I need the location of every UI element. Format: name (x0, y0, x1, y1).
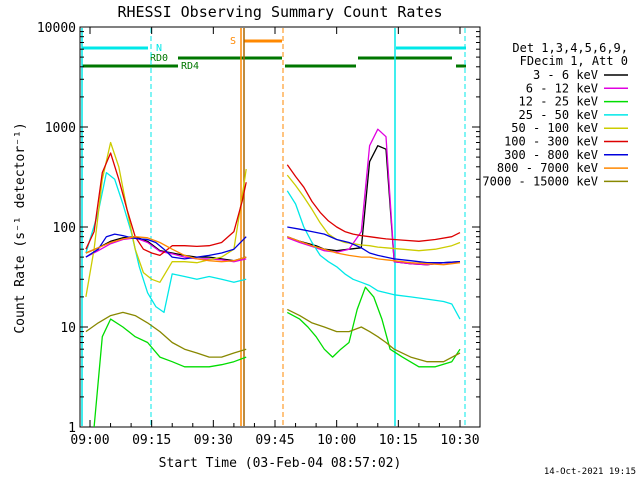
series-line-4-part-0 (85, 141, 247, 298)
series-group (85, 128, 461, 428)
y-axis-title: Count Rate (s⁻¹ detector⁻¹) (13, 122, 28, 333)
series-line-1-part-0 (85, 237, 247, 263)
y-tick-label: 1 (68, 421, 76, 436)
series-line-2-part-0 (93, 318, 247, 428)
y-tick-label: 10 (60, 321, 76, 336)
series-line-5-part-0 (85, 152, 247, 257)
flag-label-s: S (230, 36, 236, 47)
y-tick-label: 10000 (37, 21, 76, 36)
chart-title: RHESSI Observing Summary Count Rates (117, 3, 442, 21)
series-line-8-part-1 (287, 308, 461, 363)
legend: Det 1,3,4,5,6,9, FDecim 1, Att 0 3 - 6 k… (482, 41, 628, 188)
series-line-7-part-0 (85, 236, 247, 263)
series-line-2-part-1 (286, 286, 461, 368)
legend-header-line-2: FDecim 1, Att 0 (520, 54, 628, 68)
legend-label: 6 - 12 keV (526, 81, 598, 95)
x-tick-label: 10:00 (317, 433, 356, 448)
flag-label-n: N (156, 43, 162, 54)
legend-label: 7000 - 15000 keV (482, 174, 598, 188)
legend-label: 50 - 100 keV (511, 121, 598, 135)
series-line-6-part-1 (287, 226, 461, 264)
legend-header-line-1: Det 1,3,4,5,6,9, (512, 41, 628, 55)
series-line-7-part-1 (287, 236, 461, 266)
legend-label: 3 - 6 keV (533, 68, 598, 82)
series-line-3-part-1 (286, 190, 461, 320)
x-ticks: 09:00 09:15 09:30 09:45 10:00 10:15 10:30 (70, 27, 480, 448)
legend-label: 300 - 800 keV (504, 148, 598, 162)
y-ticks: 1 10 100 1000 10000 (37, 21, 480, 436)
series-line-5-part-1 (286, 164, 461, 242)
legend-label: 100 - 300 keV (504, 135, 598, 149)
x-tick-label: 09:45 (255, 433, 294, 448)
flag-label-rd4: RD4 (181, 61, 199, 72)
x-tick-label: 09:00 (70, 433, 109, 448)
footer-date: 14-Oct-2021 19:15 (544, 467, 636, 477)
series-line-8-part-0 (85, 311, 247, 358)
x-axis-title: Start Time (03-Feb-04 08:57:02) (159, 456, 402, 471)
x-tick-label: 10:30 (440, 433, 479, 448)
legend-label: 25 - 50 keV (519, 108, 598, 122)
x-tick-label: 10:15 (379, 433, 418, 448)
series-line-1-part-1 (287, 128, 460, 266)
series-line-4-part-1 (286, 174, 461, 252)
y-tick-label: 1000 (45, 121, 76, 136)
series-line-3-part-0 (85, 171, 247, 314)
flag-label-rd0: RD0 (150, 53, 168, 64)
flag-bars: N RD0 RD4 S (82, 36, 466, 72)
x-tick-label: 09:30 (194, 433, 233, 448)
legend-label: 12 - 25 keV (519, 95, 598, 109)
x-tick-label: 09:15 (132, 433, 171, 448)
y-tick-label: 100 (53, 221, 76, 236)
series-line-6-part-0 (85, 233, 247, 260)
legend-label: 800 - 7000 keV (497, 161, 598, 175)
